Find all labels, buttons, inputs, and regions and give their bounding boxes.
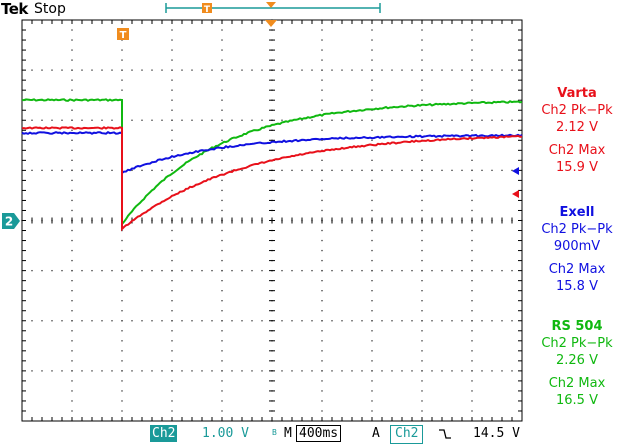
pkpk-value: 2.12 V xyxy=(556,120,598,135)
trigger-source[interactable]: Ch2 xyxy=(390,425,424,444)
pkpk-label: Ch2 Pk−Pk xyxy=(541,336,613,351)
pkpk-value: 900mV xyxy=(553,239,601,254)
trace-exell xyxy=(21,131,523,175)
trigger-level[interactable]: 14.5 V xyxy=(473,426,520,441)
svg-text:T: T xyxy=(120,30,127,41)
trigger-mode: A xyxy=(372,426,380,441)
pkpk-label: Ch2 Pk−Pk xyxy=(541,222,613,237)
pkpk-value: 2.26 V xyxy=(556,353,598,368)
measurement-name: RS 504 xyxy=(551,319,603,334)
svg-text:T: T xyxy=(204,5,211,15)
graticule-grid xyxy=(21,19,523,422)
time-per-div[interactable]: 400ms xyxy=(296,425,342,442)
svg-text:2: 2 xyxy=(5,215,13,229)
expansion-marker-icon xyxy=(265,20,277,27)
top-status-bar: Tek Stop xyxy=(0,0,630,20)
max-value: 15.9 V xyxy=(556,160,598,175)
volts-per-div[interactable]: 1.00 V xyxy=(202,426,249,441)
max-label: Ch2 Max xyxy=(548,262,606,277)
brand-logo: Tek xyxy=(1,0,28,18)
trigger-marker-icon xyxy=(117,28,129,40)
acquisition-state: Stop xyxy=(34,1,66,17)
falling-edge-icon xyxy=(439,429,451,439)
measurement-name: Exell xyxy=(559,205,595,220)
trigger-time-marker: T xyxy=(117,20,277,41)
ref-level-red-arrow-icon xyxy=(512,190,519,198)
max-value: 16.5 V xyxy=(556,393,598,408)
trigger-position-icon xyxy=(202,3,212,13)
measurement-name: Varta xyxy=(557,86,597,101)
channel-marker-icon xyxy=(2,213,20,229)
pkpk-label: Ch2 Pk−Pk xyxy=(541,103,613,118)
max-label: Ch2 Max xyxy=(548,376,606,391)
max-label: Ch2 Max xyxy=(548,143,606,158)
channel2-ground-marker[interactable]: 2 xyxy=(2,213,20,229)
measurement-block-varta: Varta Ch2 Pk−Pk 2.12 V Ch2 Max 15.9 V xyxy=(524,85,630,176)
measurement-block-rs504: RS 504 Ch2 Pk−Pk 2.26 V Ch2 Max 16.5 V xyxy=(524,318,630,409)
trace-rs504 xyxy=(21,98,523,227)
bandwidth-limit-icon: B xyxy=(272,428,277,437)
ref-level-blue-arrow-icon xyxy=(512,167,519,175)
measurement-block-exell: Exell Ch2 Pk−Pk 900mV Ch2 Max 15.8 V xyxy=(524,204,630,295)
max-value: 15.8 V xyxy=(556,279,598,294)
timebase-prefix: M xyxy=(284,426,292,441)
channel-indicator[interactable]: Ch2 xyxy=(150,425,178,442)
record-position-bar[interactable]: T xyxy=(165,2,381,15)
expansion-point-icon xyxy=(266,2,276,8)
trace-varta xyxy=(21,126,522,232)
bottom-status-bar: Ch2 1.00 V B M 400ms A Ch2 14.5 V xyxy=(0,423,630,444)
